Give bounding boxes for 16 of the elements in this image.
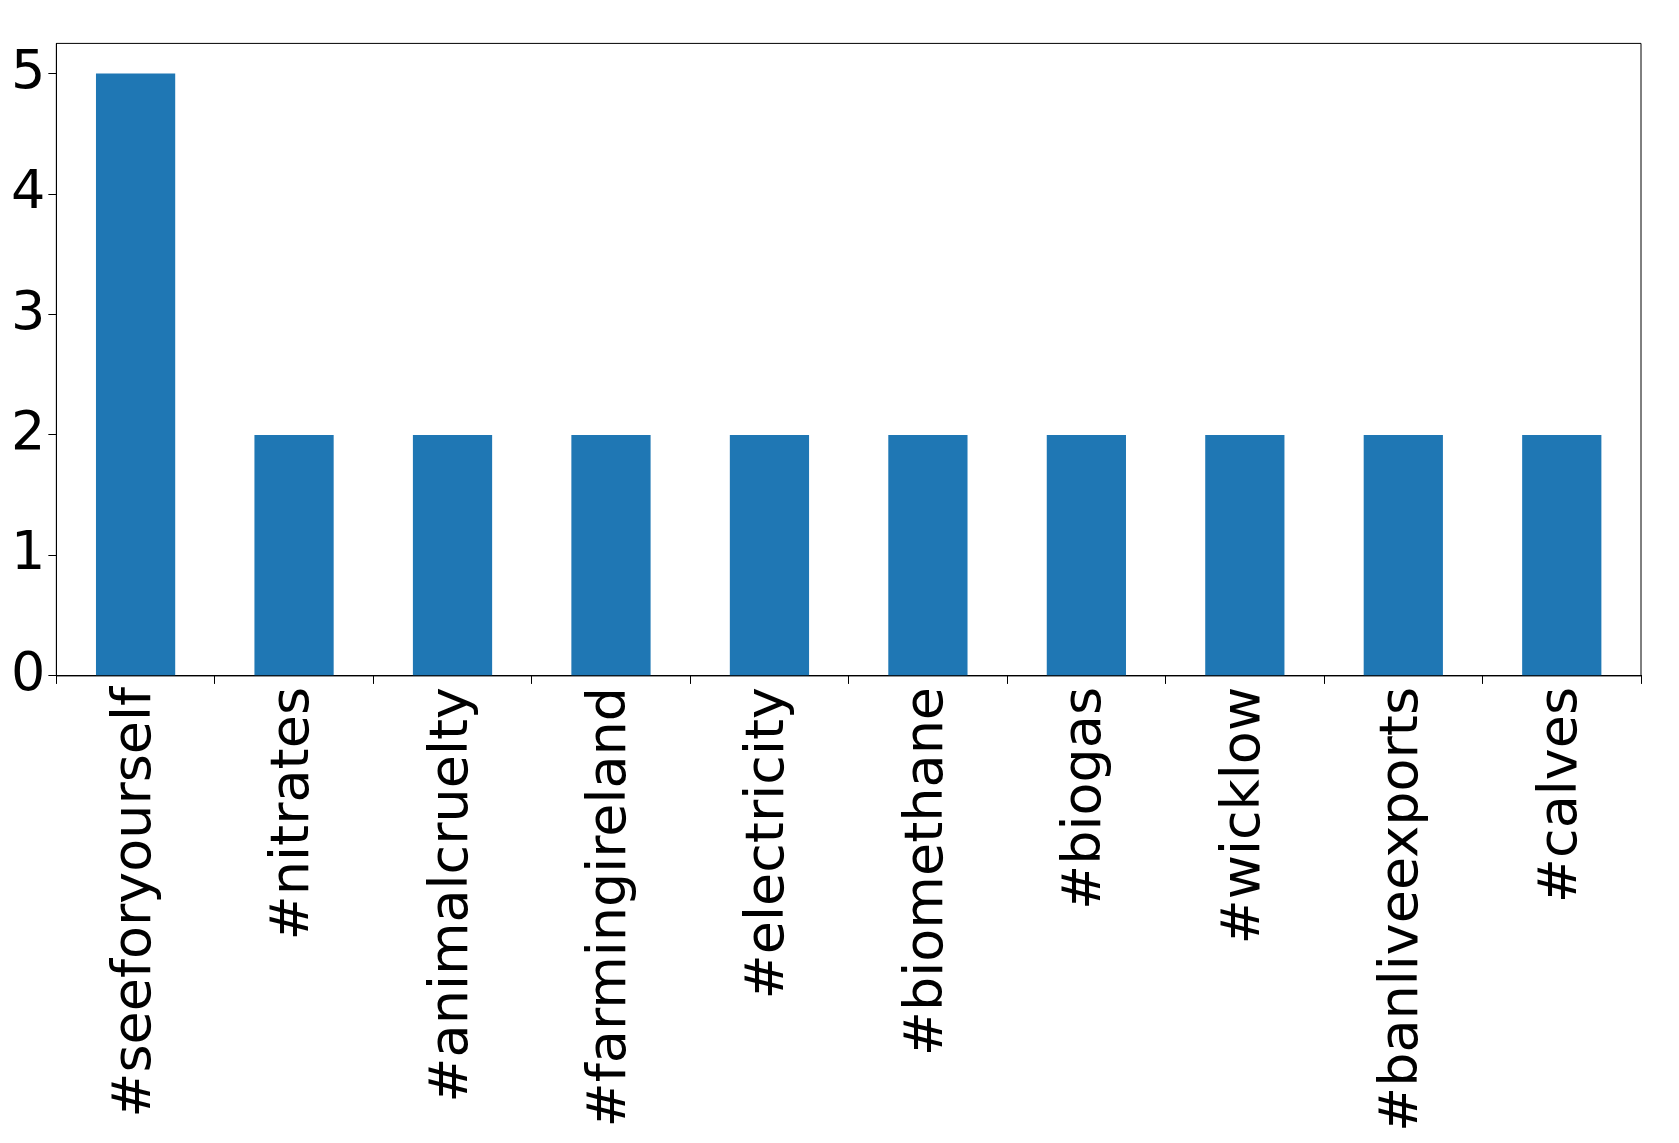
x-tick-label: #animalcruelty xyxy=(416,686,480,1103)
x-tick-label: #seeforyourself xyxy=(99,684,163,1118)
x-tick-label: #biogas xyxy=(1050,686,1114,910)
x-tick-label: #wicklow xyxy=(1208,686,1272,945)
y-tick-label: 5 xyxy=(11,37,46,101)
y-tick-label: 0 xyxy=(11,639,46,703)
x-tick-label: #electricity xyxy=(733,686,797,1000)
y-tick-label: 3 xyxy=(11,278,46,342)
y-tick-label: 1 xyxy=(11,519,46,583)
x-tick-label: #calves xyxy=(1525,686,1589,904)
x-tick-label: #farmingireland xyxy=(575,686,639,1128)
x-tick-label: #biomethane xyxy=(891,686,955,1057)
y-tick-label: 2 xyxy=(11,398,46,462)
x-tick-label: #banliveexports xyxy=(1367,686,1431,1132)
x-tick-label: #nitrates xyxy=(258,686,322,941)
y-tick-label: 4 xyxy=(11,158,46,222)
